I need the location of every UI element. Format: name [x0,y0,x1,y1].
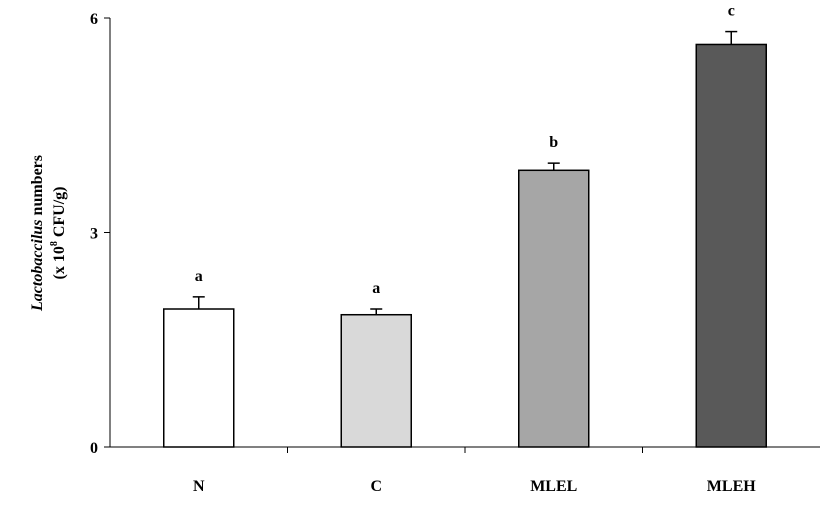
category-label: MLEL [530,478,577,495]
y-tick-label: 6 [90,11,98,28]
bar [695,43,767,448]
y-axis-title: Lactobaccilus numbers (x 108 CFU/g) [29,155,68,312]
category-label: N [193,478,205,495]
y-axis-title-suffix: CFU/g) [51,187,68,242]
y-axis-title-prefix: (x 10 [51,246,68,279]
y-axis-title-line2: (x 108 CFU/g) [49,187,68,280]
y-tick-label: 3 [90,226,98,243]
plot-area: 0 3 6 a Na Cb MLEL c MLEH [90,3,820,495]
y-tick-label: 0 [90,440,98,457]
y-axis-title-italic: Lactobaccilus [29,219,46,312]
bar [163,308,235,448]
significance-label: a [372,280,380,297]
significance-label: b [549,134,558,151]
bar [340,313,412,448]
significance-label: a [195,268,203,285]
y-axis-title-rest: numbers [29,155,46,219]
bar [518,169,590,448]
y-axis-title-superscript: 8 [49,241,60,246]
category-label: C [370,478,382,495]
y-axis-title-line1: Lactobaccilus numbers [29,155,46,312]
significance-label: c [728,3,735,20]
category-label: MLEH [707,478,756,495]
